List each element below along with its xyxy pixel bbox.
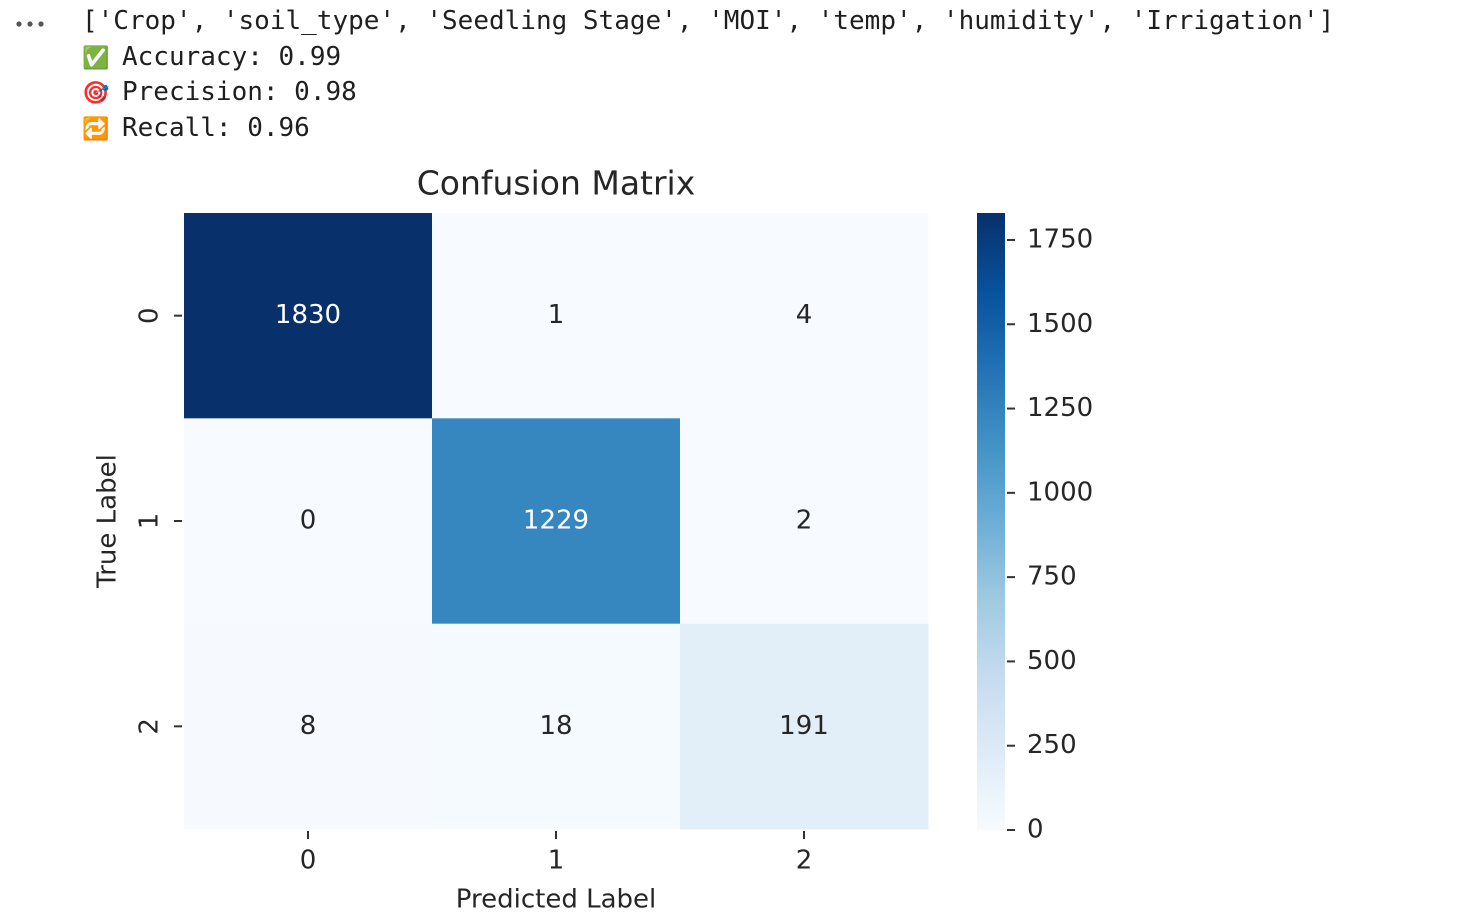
heatmap-cell (680, 418, 929, 625)
metric-icon: ✅ (82, 46, 110, 71)
y-axis-label: True Label (93, 454, 123, 589)
colorbar (977, 213, 1005, 830)
more-icon (16, 21, 44, 27)
cell-label: 2 (796, 506, 813, 536)
y-tick-label: 1 (135, 513, 165, 530)
colorbar-tick-label: 500 (1027, 646, 1077, 676)
heatmap-cell (432, 213, 681, 419)
colorbar-tick-label: 1000 (1027, 477, 1093, 507)
heatmap-cell (680, 623, 929, 830)
heatmap-cell (432, 418, 681, 625)
metric-text: Recall: 0.96 (122, 113, 310, 143)
cell-label: 1 (548, 300, 565, 330)
heatmap-cell (184, 623, 433, 830)
cell-label: 18 (539, 711, 572, 741)
metric-line: ✅ Accuracy: 0.99 (82, 42, 341, 72)
heatmap-cell (184, 418, 433, 625)
y-tick-label: 2 (135, 718, 165, 735)
x-tick-label: 2 (796, 846, 813, 876)
colorbar-tick-label: 0 (1027, 815, 1044, 845)
metric-line: 🔁 Recall: 0.96 (82, 113, 310, 143)
output-line: ['Crop', 'soil_type', 'Seedling Stage', … (82, 6, 1335, 36)
cell-label: 0 (300, 506, 317, 536)
cell-label: 1830 (275, 300, 341, 330)
cell-label: 191 (779, 711, 829, 741)
x-axis-label: Predicted Label (456, 885, 656, 915)
chart-title: Confusion Matrix (417, 164, 696, 203)
cell-label: 1229 (523, 506, 589, 536)
metric-text: Accuracy: 0.99 (122, 42, 342, 72)
metric-icon: 🔁 (82, 117, 110, 142)
y-tick-label: 0 (135, 307, 165, 324)
metric-line: 🎯 Precision: 0.98 (82, 77, 357, 107)
heatmap-cell (184, 213, 433, 419)
metric-icon: 🎯 (82, 81, 110, 106)
heatmap-cell (432, 623, 681, 830)
colorbar-tick-label: 1750 (1027, 224, 1093, 254)
cell-label: 4 (796, 300, 813, 330)
colorbar-tick-label: 1500 (1027, 309, 1093, 339)
heatmap-cell (680, 213, 929, 419)
colorbar-tick-label: 1250 (1027, 393, 1093, 423)
metric-text: Precision: 0.98 (122, 77, 357, 107)
x-tick-label: 0 (300, 846, 317, 876)
colorbar-tick-label: 750 (1027, 562, 1077, 592)
cell-label: 8 (300, 711, 317, 741)
x-tick-label: 1 (548, 846, 565, 876)
colorbar-tick-label: 250 (1027, 730, 1077, 760)
